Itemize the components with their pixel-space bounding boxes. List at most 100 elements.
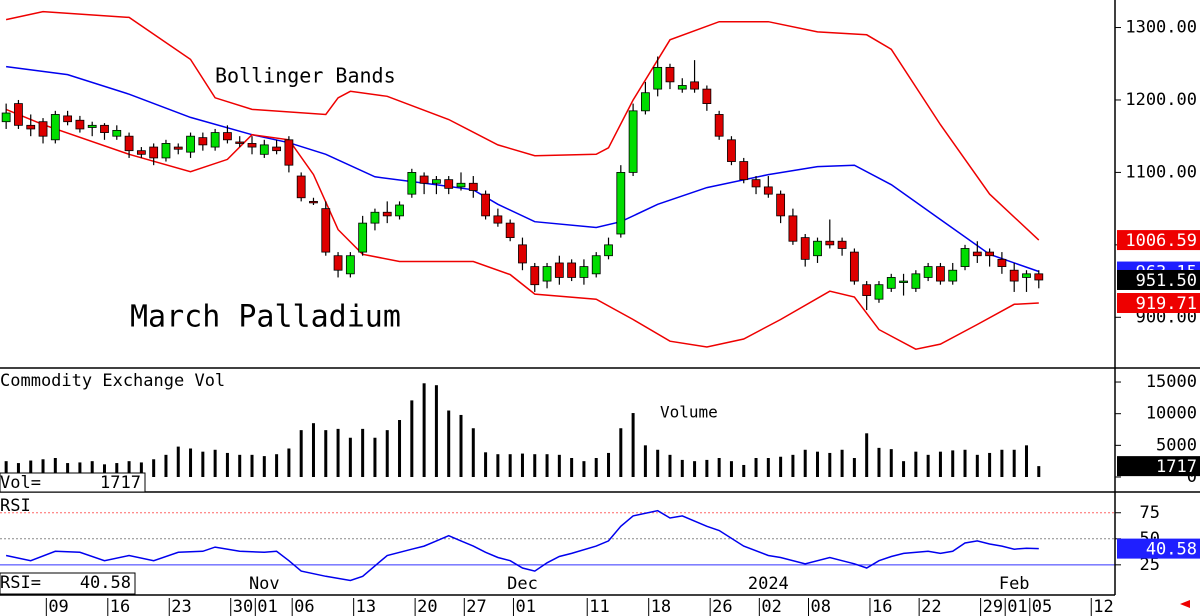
candle-body	[272, 146, 281, 152]
y-tick-label: 0	[1187, 467, 1197, 487]
candle-body	[321, 208, 331, 253]
volume-bar	[299, 430, 303, 477]
rsi-line	[5, 509, 1039, 582]
readout-label: RSI=	[0, 573, 41, 593]
volume-bar	[16, 463, 20, 477]
candle-body	[714, 114, 724, 137]
month-label: Feb	[999, 574, 1030, 594]
volume-bar	[176, 446, 180, 477]
volume-bar	[840, 449, 844, 477]
x-tick-label: 16	[872, 597, 892, 616]
volume-bar	[41, 459, 45, 477]
volume-bar	[250, 454, 254, 477]
candle-body	[616, 172, 626, 235]
volume-bar	[361, 428, 365, 477]
candle-body	[899, 280, 908, 283]
x-tick-label: 16	[110, 597, 130, 616]
volume-bar	[90, 461, 94, 477]
candle-body	[407, 172, 417, 195]
candle-body	[837, 240, 847, 249]
volume-bar	[693, 461, 697, 477]
volume-bar	[496, 454, 500, 477]
scroll-arrow[interactable]	[1180, 600, 1190, 608]
candle-body	[370, 211, 380, 224]
candle-body	[862, 284, 872, 296]
x-tick-label: 08	[811, 597, 831, 616]
x-tick-label: 09	[48, 597, 68, 616]
candle-body	[1022, 273, 1031, 278]
candle-body	[333, 255, 343, 271]
candle-body	[112, 129, 122, 137]
y-tick-label: 1200.00	[1125, 90, 1197, 110]
volume-bar	[668, 454, 672, 477]
candle-body	[358, 222, 368, 253]
candle-body	[186, 135, 195, 153]
volume-bar	[533, 454, 537, 477]
candle-body	[813, 240, 822, 257]
candle-body	[75, 119, 85, 130]
candle-body	[788, 215, 798, 242]
readout-box	[0, 572, 136, 595]
volume-bar	[336, 428, 340, 477]
candle-body	[173, 146, 183, 150]
candle-body	[997, 258, 1007, 267]
band-line	[5, 10, 1040, 241]
candle-body	[345, 255, 355, 275]
volume-bar	[262, 456, 266, 477]
volume-bar	[484, 452, 488, 477]
candle-body	[456, 182, 466, 188]
volume-bar	[877, 447, 881, 477]
volume-bar	[78, 462, 82, 477]
candle-body	[1034, 273, 1044, 281]
candle-body	[26, 124, 36, 130]
candle-body	[1009, 269, 1019, 282]
y-tick-label: 25	[1140, 555, 1160, 575]
volume-bar	[1037, 466, 1041, 477]
volume-bar	[607, 452, 611, 477]
candle-body	[223, 132, 232, 141]
volume-bar	[656, 449, 660, 477]
volume-bar	[889, 449, 893, 477]
value-label-box	[1117, 230, 1200, 251]
value-label-box	[1117, 293, 1200, 314]
volume-bar	[951, 450, 955, 477]
x-tick-label: 01	[1007, 597, 1027, 616]
volume-bar	[164, 454, 168, 477]
candle-body	[235, 141, 245, 144]
volume-bar	[324, 430, 328, 477]
candle-body	[800, 237, 810, 260]
volume-bar	[729, 461, 733, 477]
value-label: 1006.59	[1125, 231, 1197, 251]
y-tick-label: 10000	[1146, 404, 1197, 424]
month-label: Nov	[249, 574, 280, 594]
volume-bar	[926, 454, 930, 477]
volume-bar	[914, 451, 918, 477]
candle-body	[751, 179, 761, 188]
readout-value: 1717	[100, 473, 141, 493]
volume-bar	[1024, 445, 1028, 477]
value-label-box	[1117, 538, 1200, 559]
volume-bar	[508, 454, 512, 477]
candle-body	[87, 124, 97, 128]
x-tick-label: 13	[356, 597, 376, 616]
volume-bar	[29, 460, 33, 477]
candle-body	[936, 266, 945, 282]
candle-body	[567, 262, 577, 278]
volume-bar	[471, 428, 475, 477]
volume-bar	[520, 453, 524, 477]
volume-bar	[754, 458, 758, 477]
volume-bar	[779, 456, 783, 477]
volume-bar	[865, 433, 869, 477]
candle-body	[530, 266, 540, 286]
panel-title: RSI	[0, 496, 31, 516]
month-label: 2024	[748, 574, 789, 594]
volume-bar	[434, 385, 438, 477]
volume-bar	[852, 458, 856, 477]
candle-body	[923, 266, 933, 278]
volume-bar	[115, 463, 119, 477]
volume-bar	[398, 420, 402, 477]
band-line	[6, 65, 1040, 273]
value-label: 40.58	[1146, 540, 1197, 560]
